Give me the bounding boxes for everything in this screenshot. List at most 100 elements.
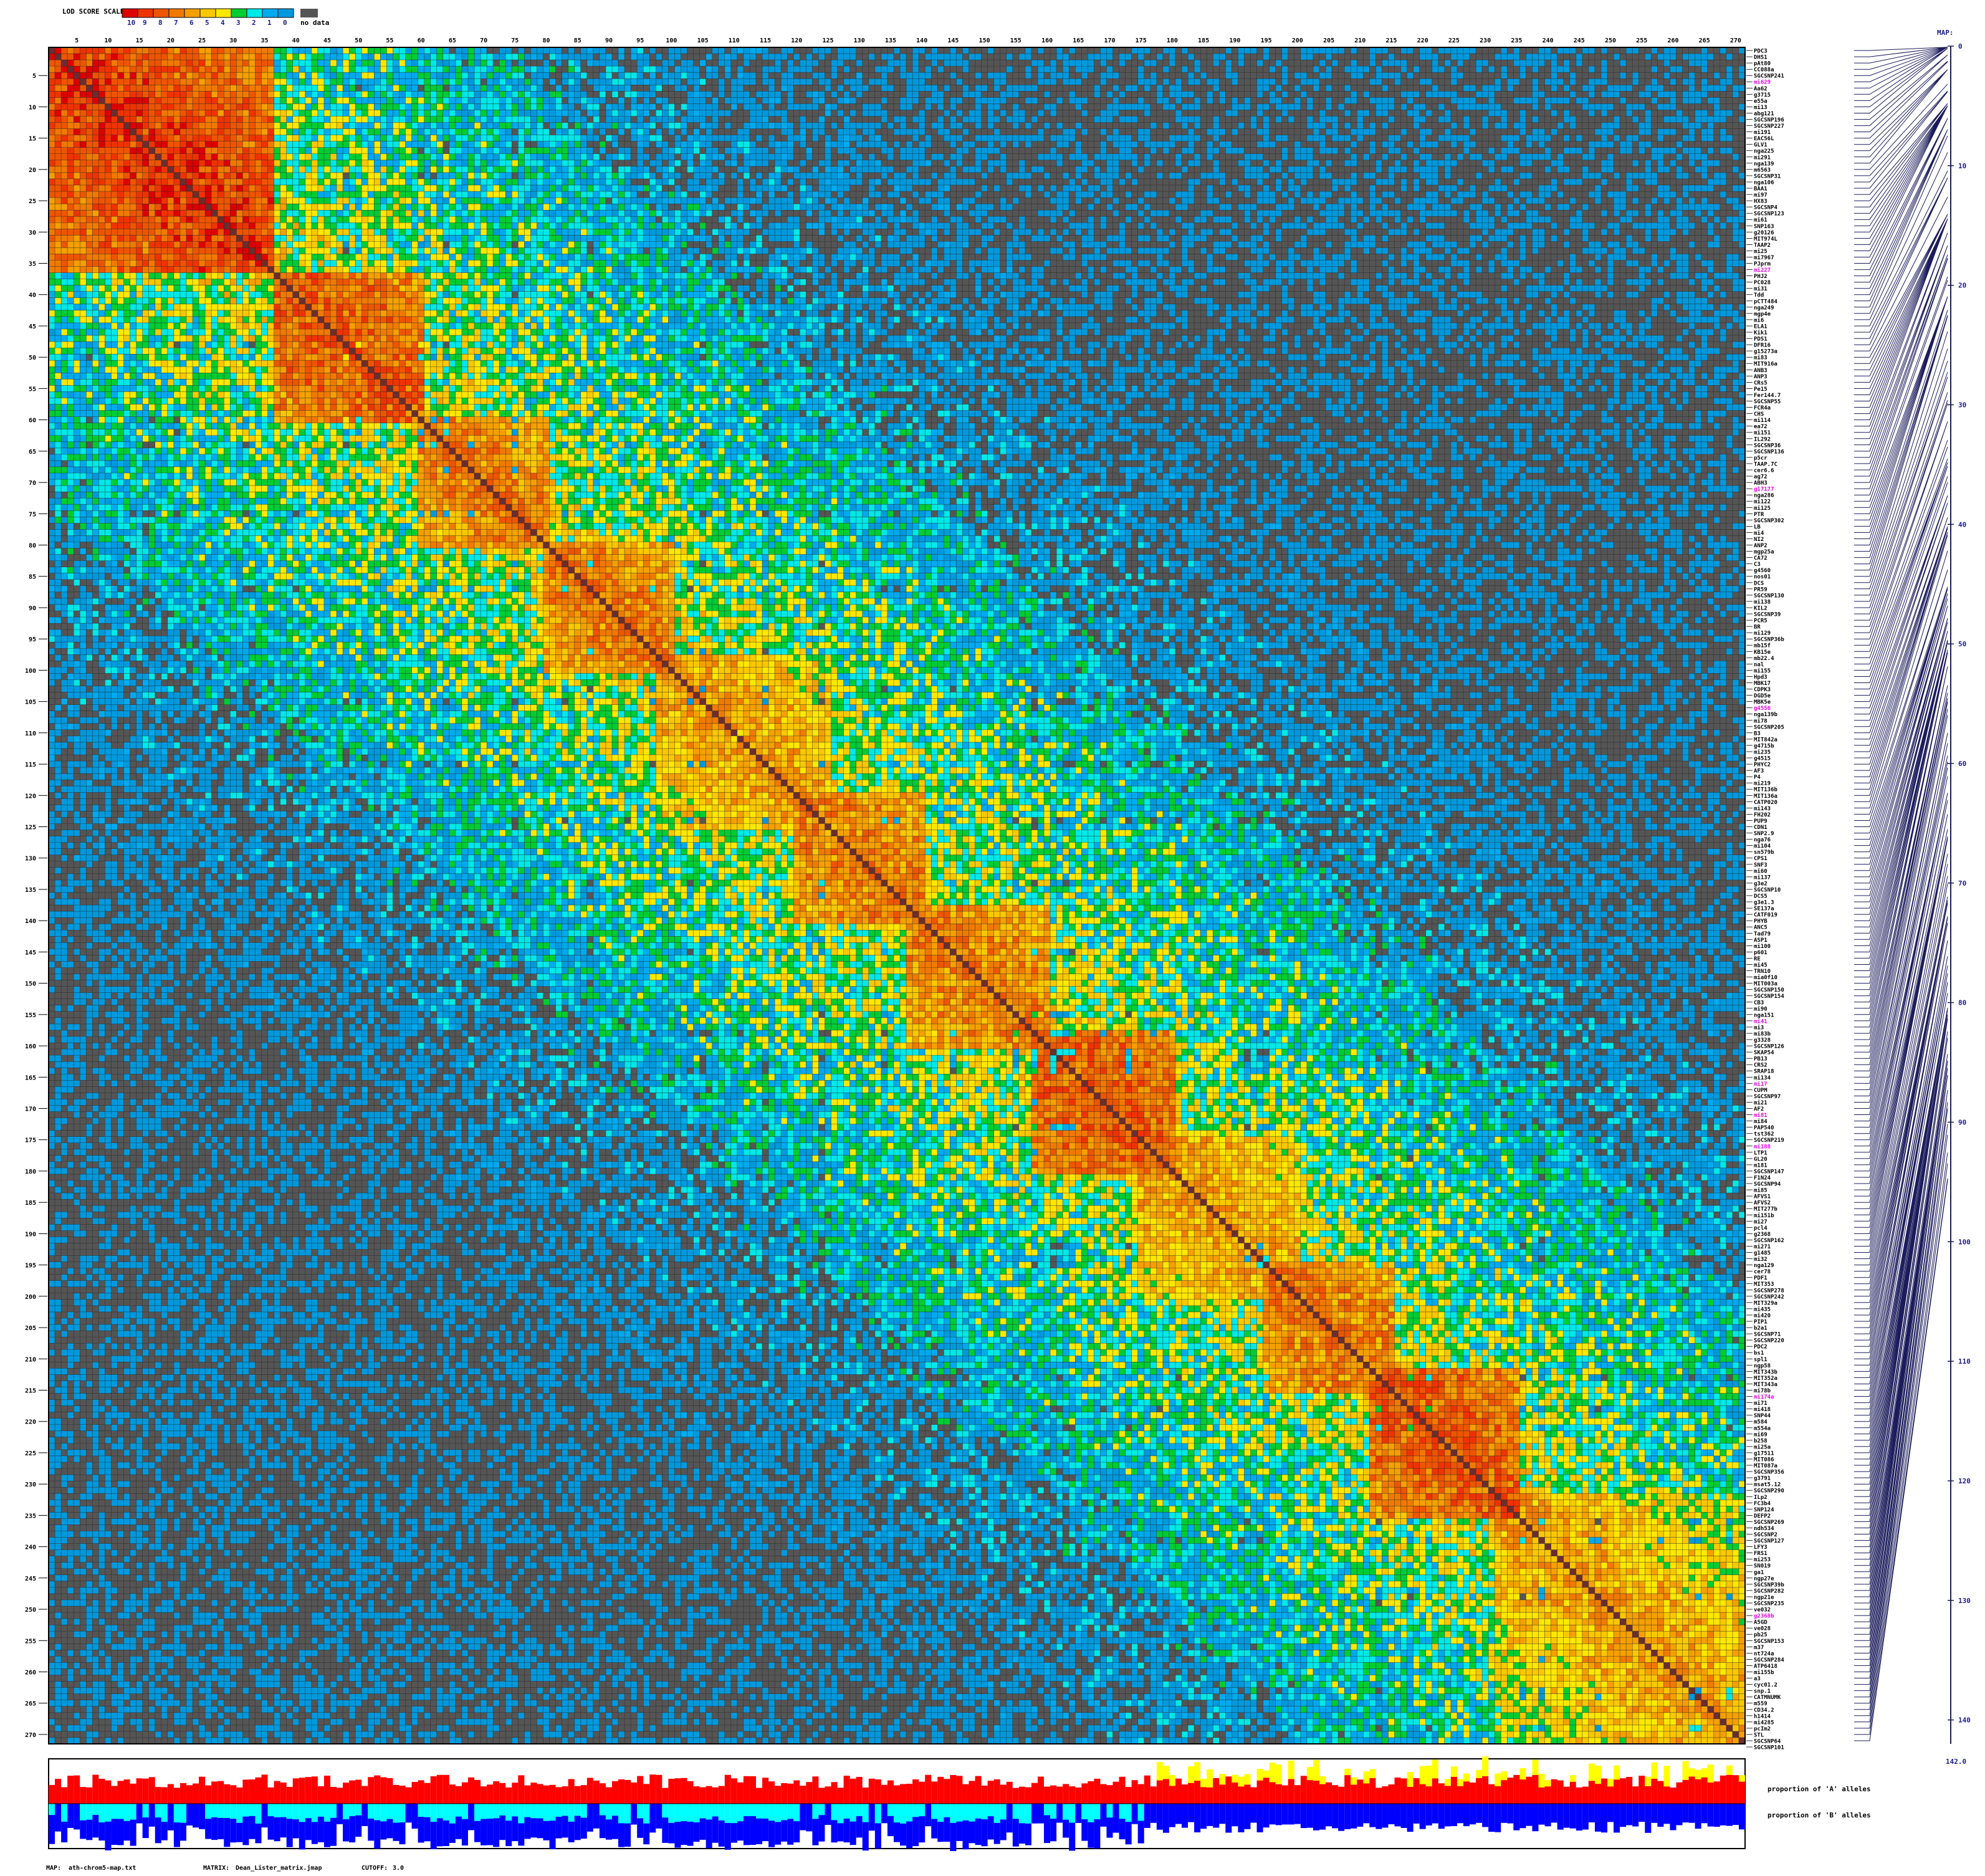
heatmap-cell	[812, 60, 818, 66]
heatmap-cell	[74, 786, 80, 792]
heatmap-cell	[80, 191, 86, 198]
legend-swatch	[122, 9, 138, 17]
heatmap-cell	[806, 60, 812, 66]
heatmap-cell	[74, 72, 80, 79]
heatmap-cell	[406, 72, 412, 79]
heatmap-cell	[956, 54, 962, 60]
heatmap-cell	[49, 1512, 55, 1518]
heatmap-cell	[825, 47, 831, 54]
heatmap-cell	[67, 317, 74, 323]
heatmap-cell	[49, 1650, 55, 1656]
heatmap-cell	[49, 1500, 55, 1506]
heatmap-cell	[662, 72, 668, 79]
heatmap-cell	[1519, 66, 1526, 72]
heatmap-cell	[74, 379, 80, 385]
heatmap-cell	[211, 79, 218, 85]
heatmap-cell	[211, 54, 218, 60]
heatmap-cell	[412, 66, 418, 72]
heatmap-cell	[186, 60, 193, 66]
heatmap-cell	[80, 148, 86, 154]
heatmap-cell	[643, 54, 649, 60]
heatmap-cell	[61, 886, 67, 893]
heatmap-cell	[67, 1487, 74, 1493]
heatmap-cell	[67, 1556, 74, 1563]
heatmap-cell	[49, 1143, 55, 1149]
heatmap-cell	[318, 66, 324, 72]
heatmap-cell	[55, 667, 61, 673]
heatmap-cell	[74, 605, 80, 611]
heatmap-cell	[205, 47, 211, 54]
heatmap-cell	[55, 360, 61, 366]
heatmap-cell	[80, 379, 86, 385]
heatmap-cell	[80, 123, 86, 129]
heatmap-cell	[280, 47, 287, 54]
heatmap-cell	[74, 1224, 80, 1230]
heatmap-cell	[49, 1318, 55, 1324]
heatmap-cell	[737, 47, 744, 54]
heatmap-cell	[49, 185, 55, 191]
heatmap-cell	[130, 60, 136, 66]
heatmap-cell	[55, 385, 61, 391]
heatmap-cell	[74, 1199, 80, 1205]
heatmap-cell	[1301, 72, 1307, 79]
heatmap-cell	[293, 54, 299, 60]
heatmap-cell	[80, 154, 86, 160]
heatmap-cell	[568, 66, 575, 72]
heatmap-cell	[74, 811, 80, 817]
heatmap-cell	[349, 72, 355, 79]
heatmap-cell	[74, 761, 80, 767]
heatmap-cell	[67, 1550, 74, 1556]
heatmap-cell	[49, 1600, 55, 1606]
heatmap-cell	[956, 60, 962, 66]
heatmap-cell	[1382, 60, 1388, 66]
heatmap-cell	[55, 717, 61, 724]
heatmap-cell	[524, 54, 530, 60]
heatmap-cell	[55, 617, 61, 623]
heatmap-cell	[1689, 54, 1695, 60]
heatmap-cell	[74, 780, 80, 786]
heatmap-cell	[80, 229, 86, 235]
heatmap-cell	[324, 66, 330, 72]
heatmap-cell	[92, 72, 98, 79]
heatmap-cell	[806, 54, 812, 60]
heatmap-cell	[49, 373, 55, 379]
heatmap-cell	[950, 60, 956, 66]
heatmap-cell	[324, 47, 330, 54]
heatmap-cell	[67, 648, 74, 654]
heatmap-cell	[80, 235, 86, 241]
heatmap-cell	[562, 54, 568, 60]
heatmap-cell	[61, 298, 67, 304]
heatmap-cell	[1319, 60, 1326, 66]
heatmap-cell	[224, 54, 230, 60]
heatmap-cell	[74, 1356, 80, 1362]
heatmap-cell	[1344, 66, 1351, 72]
heatmap-cell	[618, 47, 624, 54]
heatmap-cell	[1470, 47, 1476, 54]
heatmap-cell	[274, 66, 280, 72]
heatmap-cell	[268, 54, 274, 60]
heatmap-cell	[74, 987, 80, 993]
heatmap-cell	[67, 605, 74, 611]
heatmap-cell	[962, 47, 969, 54]
heatmap-cell	[649, 66, 656, 72]
heatmap-cell	[74, 535, 80, 542]
heatmap-cell	[988, 47, 994, 54]
heatmap-cell	[55, 1656, 61, 1662]
heatmap-cell	[80, 79, 86, 85]
heatmap-cell	[1526, 60, 1532, 66]
heatmap-cell	[649, 72, 656, 79]
heatmap-cell	[98, 54, 105, 60]
heatmap-cell	[1157, 54, 1163, 60]
heatmap-cell	[1708, 54, 1714, 60]
heatmap-cell	[49, 592, 55, 598]
heatmap-cell	[67, 204, 74, 210]
heatmap-cell	[67, 354, 74, 360]
heatmap-cell	[49, 154, 55, 160]
heatmap-cell	[55, 586, 61, 592]
heatmap-cell	[55, 285, 61, 292]
heatmap-cell	[668, 72, 674, 79]
heatmap-cell	[55, 1118, 61, 1124]
heatmap-cell	[1457, 54, 1463, 60]
heatmap-cell	[80, 329, 86, 335]
heatmap-cell	[524, 66, 530, 72]
